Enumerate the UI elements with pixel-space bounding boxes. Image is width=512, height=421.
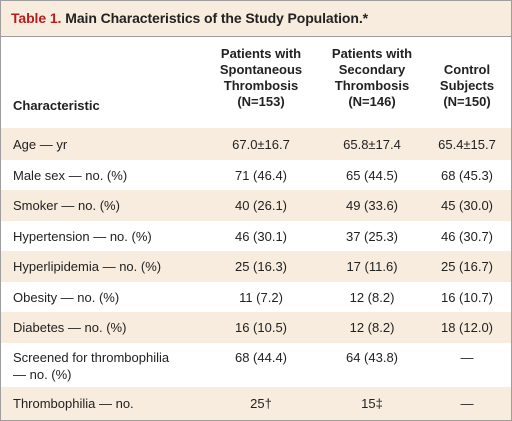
cell-secondary: 12 (8.2)	[349, 290, 395, 305]
cell-spontaneous: 71 (46.4)	[234, 168, 288, 183]
header-control: Control Subjects (N=150)	[417, 62, 512, 110]
table-row: Screened for thrombophilia — no. (%) 68 …	[1, 343, 511, 387]
cell-secondary: 64 (43.8)	[345, 350, 399, 365]
cell-control: 46 (30.7)	[440, 229, 494, 244]
row-label-continued: — no. (%)	[13, 367, 72, 382]
header-characteristic: Characteristic	[13, 98, 100, 113]
cell-secondary: 37 (25.3)	[345, 229, 399, 244]
row-label: Diabetes — no. (%)	[13, 320, 127, 335]
header-secondary-line: Secondary	[338, 62, 406, 77]
cell-control: 16 (10.7)	[440, 290, 494, 305]
header-secondary-line: (N=146)	[348, 94, 396, 109]
row-label: Smoker — no. (%)	[13, 198, 120, 213]
header-spontaneous-line: (N=153)	[237, 94, 285, 109]
cell-spontaneous: 11 (7.2)	[239, 290, 283, 305]
header-spontaneous-line: Spontaneous	[219, 62, 303, 77]
header-spontaneous: Patients with Spontaneous Thrombosis (N=…	[206, 46, 316, 110]
row-label: Thrombophilia — no.	[13, 396, 134, 411]
cell-secondary: 65 (44.5)	[345, 168, 399, 183]
cell-secondary: 49 (33.6)	[345, 198, 399, 213]
cell-spontaneous: 67.0±16.7	[232, 137, 290, 152]
cell-spontaneous: 25†	[250, 396, 272, 411]
table-row: Obesity — no. (%) 11 (7.2) 12 (8.2) 16 (…	[1, 282, 511, 312]
table-row: Hypertension — no. (%) 46 (30.1) 37 (25.…	[1, 221, 511, 251]
table-body: Age — yr 67.0±16.7 65.8±17.4 65.4±15.7 M…	[1, 128, 511, 420]
cell-spontaneous: 46 (30.1)	[234, 229, 288, 244]
cell-control: —	[460, 350, 474, 365]
row-label: Hypertension — no. (%)	[13, 229, 152, 244]
table-row: Male sex — no. (%) 71 (46.4) 65 (44.5) 6…	[1, 160, 511, 190]
cell-control: 25 (16.7)	[440, 259, 494, 274]
cell-control: 68 (45.3)	[440, 168, 494, 183]
row-label: Male sex — no. (%)	[13, 168, 128, 183]
row-label: Hyperlipidemia — no. (%)	[13, 259, 162, 274]
header-spontaneous-line: Thrombosis	[223, 78, 299, 93]
row-label: Obesity — no. (%)	[13, 290, 120, 305]
header-secondary-line: Thrombosis	[334, 78, 410, 93]
title-bar: Table 1. Main Characteristics of the Stud…	[1, 1, 511, 37]
table-row: Smoker — no. (%) 40 (26.1) 49 (33.6) 45 …	[1, 190, 511, 221]
table-row: Age — yr 67.0±16.7 65.8±17.4 65.4±15.7	[1, 128, 511, 160]
cell-control: —	[460, 396, 474, 411]
row-label: Age — yr	[13, 137, 68, 152]
cell-spontaneous: 68 (44.4)	[234, 350, 288, 365]
cell-secondary: 15‡	[361, 396, 383, 411]
cell-secondary: 65.8±17.4	[343, 137, 401, 152]
cell-secondary: 17 (11.6)	[346, 259, 398, 274]
cell-control: 45 (30.0)	[440, 198, 494, 213]
cell-spontaneous: 16 (10.5)	[234, 320, 288, 335]
row-label: Screened for thrombophilia	[13, 350, 170, 365]
cell-control: 65.4±15.7	[438, 137, 496, 152]
table-row: Hyperlipidemia — no. (%) 25 (16.3) 17 (1…	[1, 251, 511, 282]
cell-secondary: 12 (8.2)	[349, 320, 395, 335]
table-title-text: Main Characteristics of the Study Popula…	[65, 10, 368, 26]
header-control-line: (N=150)	[443, 94, 491, 109]
header-secondary-line: Patients with	[331, 46, 413, 61]
cell-spontaneous: 40 (26.1)	[234, 198, 288, 213]
table-row: Diabetes — no. (%) 16 (10.5) 12 (8.2) 18…	[1, 312, 511, 343]
cell-spontaneous: 25 (16.3)	[234, 259, 288, 274]
table-row: Thrombophilia — no. 25† 15‡ —	[1, 387, 511, 420]
header-control-line: Control	[443, 62, 491, 77]
header-control-line: Subjects	[439, 78, 495, 93]
table-label: Table 1.	[11, 10, 62, 26]
cell-control: 18 (12.0)	[440, 320, 494, 335]
header-spontaneous-line: Patients with	[220, 46, 302, 61]
table-title: Table 1. Main Characteristics of the Stud…	[11, 10, 368, 26]
header-secondary: Patients with Secondary Thrombosis (N=14…	[317, 46, 427, 110]
